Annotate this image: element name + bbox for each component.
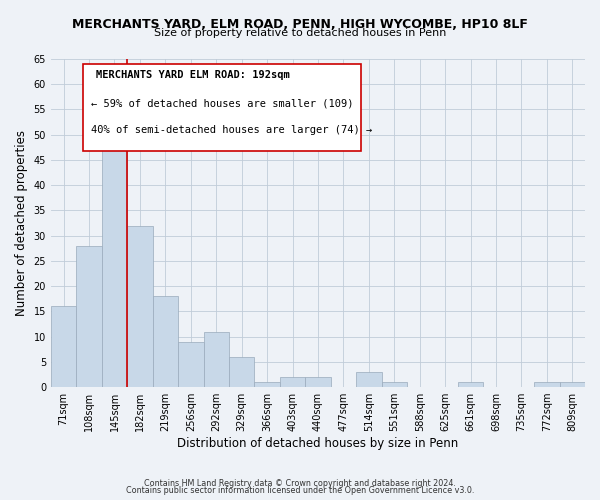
Bar <box>356 372 382 387</box>
Bar <box>382 382 407 387</box>
Bar <box>152 296 178 387</box>
Bar <box>51 306 76 387</box>
Bar <box>229 357 254 387</box>
Bar <box>560 382 585 387</box>
Bar <box>127 226 152 387</box>
Bar <box>254 382 280 387</box>
Text: ← 59% of detached houses are smaller (109): ← 59% of detached houses are smaller (10… <box>91 98 353 108</box>
Bar <box>203 332 229 387</box>
X-axis label: Distribution of detached houses by size in Penn: Distribution of detached houses by size … <box>178 437 458 450</box>
Text: 40% of semi-detached houses are larger (74) →: 40% of semi-detached houses are larger (… <box>91 124 372 134</box>
Bar <box>305 377 331 387</box>
Bar <box>458 382 483 387</box>
Bar <box>280 377 305 387</box>
Bar <box>102 120 127 387</box>
Y-axis label: Number of detached properties: Number of detached properties <box>15 130 28 316</box>
Text: Contains HM Land Registry data © Crown copyright and database right 2024.: Contains HM Land Registry data © Crown c… <box>144 478 456 488</box>
Bar <box>178 342 203 387</box>
Bar <box>534 382 560 387</box>
Text: MERCHANTS YARD ELM ROAD: 192sqm: MERCHANTS YARD ELM ROAD: 192sqm <box>97 70 290 81</box>
Text: MERCHANTS YARD, ELM ROAD, PENN, HIGH WYCOMBE, HP10 8LF: MERCHANTS YARD, ELM ROAD, PENN, HIGH WYC… <box>72 18 528 30</box>
Bar <box>76 246 102 387</box>
Text: Contains public sector information licensed under the Open Government Licence v3: Contains public sector information licen… <box>126 486 474 495</box>
FancyBboxPatch shape <box>83 64 361 151</box>
Text: Size of property relative to detached houses in Penn: Size of property relative to detached ho… <box>154 28 446 38</box>
